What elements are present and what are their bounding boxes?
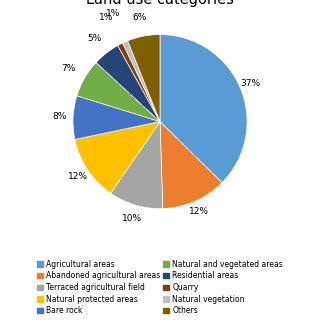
Wedge shape — [73, 96, 160, 140]
Legend: Agricultural areas, Abandoned agricultural areas, Terraced agricultural field, N: Agricultural areas, Abandoned agricultur… — [36, 259, 284, 316]
Text: 12%: 12% — [189, 207, 209, 216]
Wedge shape — [75, 122, 160, 193]
Wedge shape — [160, 35, 247, 183]
Wedge shape — [96, 45, 160, 122]
Title: Land use categories: Land use categories — [86, 0, 234, 7]
Wedge shape — [160, 122, 222, 209]
Wedge shape — [128, 35, 160, 122]
Wedge shape — [118, 43, 160, 122]
Wedge shape — [111, 122, 163, 209]
Text: 1%: 1% — [106, 10, 120, 19]
Wedge shape — [77, 62, 160, 122]
Text: 12%: 12% — [68, 172, 88, 180]
Text: 1%: 1% — [99, 13, 113, 22]
Text: 6%: 6% — [133, 13, 147, 22]
Text: 7%: 7% — [61, 64, 75, 73]
Text: 37%: 37% — [241, 79, 261, 88]
Text: 5%: 5% — [87, 34, 101, 43]
Wedge shape — [123, 41, 160, 122]
Text: 10%: 10% — [122, 214, 142, 223]
Text: 8%: 8% — [52, 112, 66, 121]
